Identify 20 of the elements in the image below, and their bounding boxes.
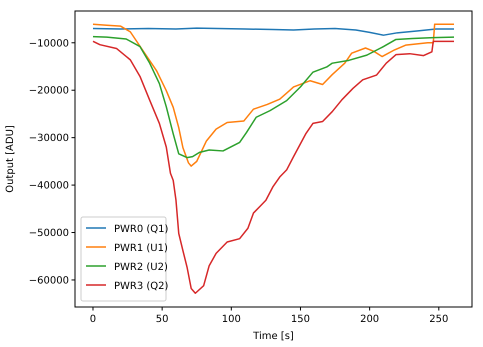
x-tick-label: 100 [222,314,241,325]
y-axis-title: Output [ADU] [5,125,16,193]
y-tick-label: −30000 [28,133,69,144]
line-series [92,27,455,36]
x-tick-label: 250 [429,314,448,325]
y-tick-label: −10000 [28,38,69,50]
x-tick-label: 150 [290,314,310,325]
x-tick-label: 200 [360,314,380,325]
x-tick-label: 50 [156,314,169,325]
y-tick-label: −20000 [28,86,69,97]
legend-label: PWR2 (U2) [114,262,168,273]
y-tick-label: −60000 [28,275,69,286]
x-axis-title: Time [s] [252,331,294,342]
x-tick-label: 0 [90,314,96,325]
legend-label: PWR1 (U1) [114,243,168,254]
legend-label: PWR3 (Q2) [114,281,169,292]
y-tick-label: −40000 [28,180,69,192]
legend-label: PWR0 (Q1) [114,224,169,235]
y-tick-label: −50000 [28,228,69,240]
line-series [92,40,455,294]
